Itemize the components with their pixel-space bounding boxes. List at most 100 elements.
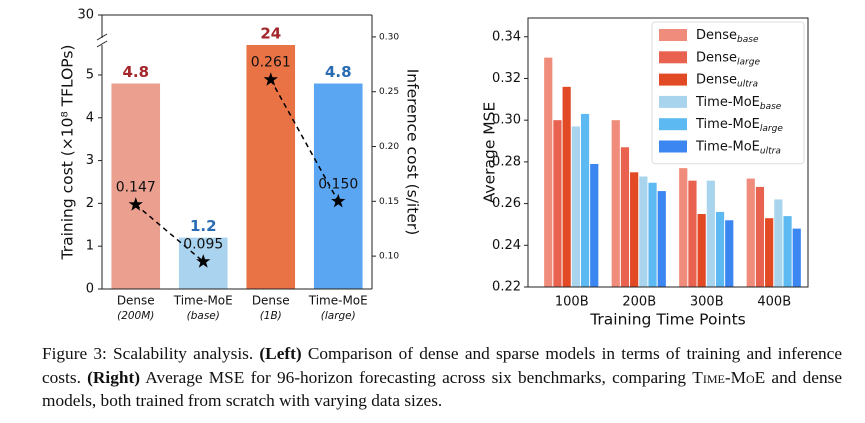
- x-tick-sublabel: (base): [187, 310, 220, 322]
- bar: [706, 180, 715, 287]
- legend-subscript: base: [737, 35, 759, 45]
- bar: [792, 228, 801, 287]
- y2-tick-label: 0.30: [379, 32, 399, 42]
- y-tick-label: 30: [77, 8, 94, 23]
- y2-axis-label: Inference cost (s/iter): [404, 69, 422, 236]
- x-tick-label: 400B: [757, 295, 791, 310]
- y2-tick-label: 0.25: [379, 87, 399, 97]
- bar: [246, 45, 296, 289]
- legend-name: Dense: [696, 72, 737, 87]
- y-tick-label: 0.26: [492, 196, 521, 211]
- caption-part: Figure 3: Scalability analysis.: [42, 344, 260, 363]
- legend-name: Dense: [696, 28, 737, 43]
- legend-label: Time-MoEbase: [695, 94, 782, 111]
- caption: Figure 3: Scalability analysis. (Left) C…: [42, 342, 842, 413]
- star-marker: [331, 193, 346, 208]
- legend-label: Time-MoElarge: [695, 117, 783, 134]
- axis-break: [96, 40, 108, 48]
- legend-swatch: [659, 51, 687, 64]
- x-tick-sublabel: (1B): [260, 310, 282, 322]
- y-tick-label: 0.22: [492, 280, 521, 295]
- x-tick-label: Time-MoE: [173, 294, 233, 308]
- legend-name: Time-MoE: [695, 94, 760, 109]
- bar-value-label: 4.8: [122, 63, 149, 81]
- x-tick-label: 300B: [690, 295, 724, 310]
- caption-part: Average MSE for 96-horizon forecasting a…: [139, 367, 693, 387]
- bar: [544, 57, 553, 288]
- legend-label: Time-MoEultra: [695, 139, 781, 156]
- legend-swatch: [659, 95, 687, 108]
- bar: [765, 218, 774, 287]
- y-tick-label: 0.30: [492, 113, 521, 128]
- legend-swatch: [659, 140, 687, 153]
- line-value-label: 0.261: [251, 55, 291, 71]
- legend-label: Densebase: [696, 28, 759, 45]
- bar: [571, 126, 580, 287]
- bar: [774, 199, 783, 287]
- y-axis-label: Average MSE: [481, 102, 499, 204]
- bar: [746, 178, 755, 287]
- star-marker: [128, 197, 143, 211]
- y-tick-label: 2: [86, 196, 94, 211]
- legend-box: [651, 21, 805, 165]
- caption-part: Comparison of dense and sparse models in…: [42, 344, 842, 387]
- y2-tick-label: 0.15: [379, 197, 399, 207]
- legend-swatch: [659, 29, 687, 41]
- bar: [620, 147, 630, 287]
- bar: [755, 186, 765, 287]
- figure: 4.8Dense(200M)1.2Time-MoE(base)24Dense(1…: [59, 8, 809, 329]
- dashed-line: [135, 204, 204, 263]
- bar: [715, 211, 725, 287]
- y-tick-label: 0.34: [492, 29, 521, 44]
- y-tick-label: 5: [86, 67, 94, 82]
- axis-break: [96, 33, 108, 41]
- x-tick-sublabel: (200M): [117, 310, 154, 322]
- legend-subscript: ultra: [760, 146, 781, 156]
- bar-value-label: 1.2: [190, 217, 217, 235]
- line-value-label: 0.095: [183, 237, 223, 253]
- y-tick-label: 4: [86, 110, 94, 125]
- y-tick-label: 1: [86, 239, 94, 254]
- bar: [639, 176, 648, 287]
- y-tick-label: 0: [86, 282, 94, 297]
- legend-swatch: [659, 73, 687, 86]
- bar: [725, 220, 734, 287]
- bar: [111, 83, 161, 289]
- caption-part: (Right): [87, 367, 140, 387]
- legend-name: Time-MoE: [695, 139, 760, 154]
- bar: [313, 83, 363, 289]
- y-tick-label: 0.32: [492, 71, 521, 86]
- bars: [111, 45, 363, 289]
- x-tick-label: 100B: [555, 295, 589, 310]
- x-tick-label: 200B: [622, 295, 656, 310]
- bar: [697, 214, 706, 287]
- x-tick-label: Dense: [252, 294, 290, 308]
- x-tick-label: Time-MoE: [308, 294, 368, 308]
- bar: [611, 120, 620, 288]
- legend-name: Dense: [696, 50, 737, 65]
- bar: [648, 182, 657, 287]
- caption-part: (Left): [259, 344, 302, 363]
- y2-tick-label: 0.20: [379, 142, 399, 152]
- caption-part: Time-MoE: [692, 367, 766, 387]
- star-marker: [263, 72, 278, 86]
- bar: [580, 113, 590, 287]
- legend-subscript: base: [760, 101, 782, 111]
- axes-frame: [527, 17, 809, 288]
- y2-tick-label: 0.10: [379, 252, 399, 262]
- y-tick-label: 0.28: [492, 154, 521, 169]
- x-axis-label: Training Time Points: [589, 311, 746, 329]
- legend-swatch: [659, 118, 687, 131]
- bar: [630, 172, 639, 287]
- line-value-label: 0.150: [318, 176, 358, 192]
- line-value-label: 0.147: [116, 180, 156, 196]
- bar-value-label: 24: [260, 25, 281, 43]
- legend-label: Denselarge: [696, 50, 760, 67]
- x-tick-sublabel: (large): [321, 310, 356, 322]
- bar: [688, 180, 697, 287]
- legend-label: Denseultra: [696, 72, 758, 89]
- legend-subscript: large: [737, 57, 760, 67]
- star-marker: [196, 254, 211, 268]
- bar: [553, 120, 562, 288]
